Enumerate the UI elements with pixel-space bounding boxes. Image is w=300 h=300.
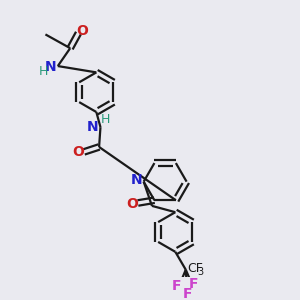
Text: N: N [44, 60, 56, 74]
Text: N: N [87, 120, 99, 134]
Text: O: O [42, 32, 43, 33]
Text: CF: CF [187, 262, 203, 275]
Text: O: O [73, 146, 84, 160]
Text: H: H [101, 113, 110, 126]
Text: N: N [131, 173, 142, 187]
Text: F: F [189, 277, 198, 291]
Text: H: H [39, 65, 48, 78]
Text: F: F [172, 279, 182, 293]
Text: F: F [182, 287, 192, 300]
Text: 3: 3 [197, 267, 203, 277]
Text: O: O [126, 197, 138, 211]
Text: O: O [76, 24, 88, 38]
